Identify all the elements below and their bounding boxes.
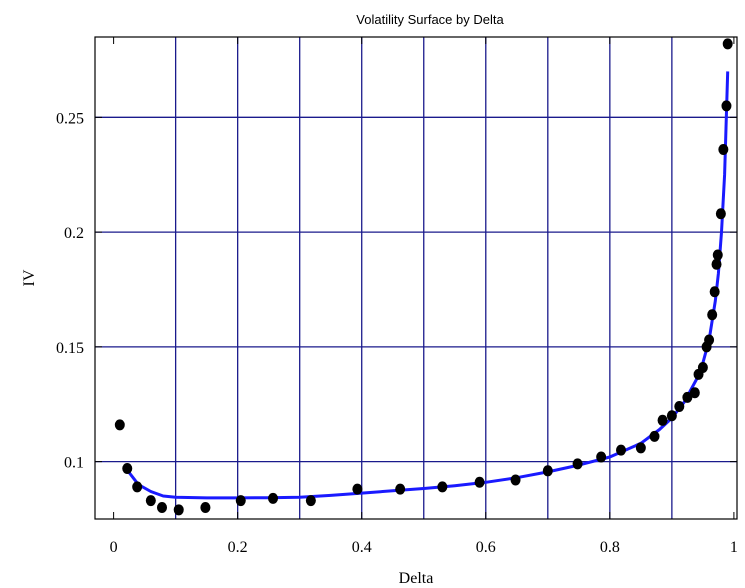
plot-frame (94, 36, 738, 520)
grid (95, 37, 737, 519)
y-tick-label: 0.2 (64, 225, 84, 242)
chart-title: Volatility Surface by Delta (356, 12, 504, 27)
data-points (114, 38, 733, 516)
data-point (122, 463, 133, 475)
data-point (437, 481, 448, 493)
data-point (704, 334, 715, 346)
data-point (173, 504, 184, 516)
data-point (132, 481, 143, 493)
data-point (697, 362, 708, 374)
data-point (474, 476, 485, 488)
data-point (510, 474, 521, 486)
data-point (114, 419, 125, 431)
data-point (711, 258, 722, 270)
x-tick-label: 0.6 (476, 539, 496, 556)
y-axis-label: IV (21, 269, 38, 286)
data-point (715, 208, 726, 220)
x-tick-label: 0.2 (228, 539, 248, 556)
data-point (682, 391, 693, 403)
data-point (657, 414, 668, 426)
data-point (709, 286, 720, 298)
data-point (145, 495, 156, 507)
data-point (689, 387, 700, 399)
x-tick-label: 0.8 (600, 539, 620, 556)
data-point (666, 410, 677, 422)
x-tick-label: 1 (730, 539, 738, 556)
data-point (616, 444, 627, 456)
data-point (305, 495, 316, 507)
data-point (156, 502, 167, 514)
x-tick-label: 0.4 (352, 539, 372, 556)
y-tick-label: 0.1 (64, 455, 84, 472)
y-tick-label: 0.15 (56, 340, 84, 357)
data-point (649, 430, 660, 442)
y-tick-label: 0.25 (56, 110, 84, 127)
data-point (352, 483, 363, 495)
data-point (235, 495, 246, 507)
data-point (268, 492, 279, 504)
data-point (707, 309, 718, 321)
data-point (200, 502, 211, 514)
data-point (572, 458, 583, 470)
x-axis-label: Delta (399, 570, 434, 587)
data-point (542, 465, 553, 477)
data-point (718, 143, 729, 155)
data-point (395, 483, 406, 495)
data-point (712, 249, 723, 261)
axis-ticks: 0 0.2 0.4 0.6 0.8 1 0.1 0.15 0.2 0.25 (56, 37, 738, 556)
x-tick-label: 0 (110, 539, 118, 556)
data-point (721, 100, 732, 112)
data-point (635, 442, 646, 454)
data-point (596, 451, 607, 463)
data-point (674, 401, 685, 413)
data-point (722, 38, 733, 50)
